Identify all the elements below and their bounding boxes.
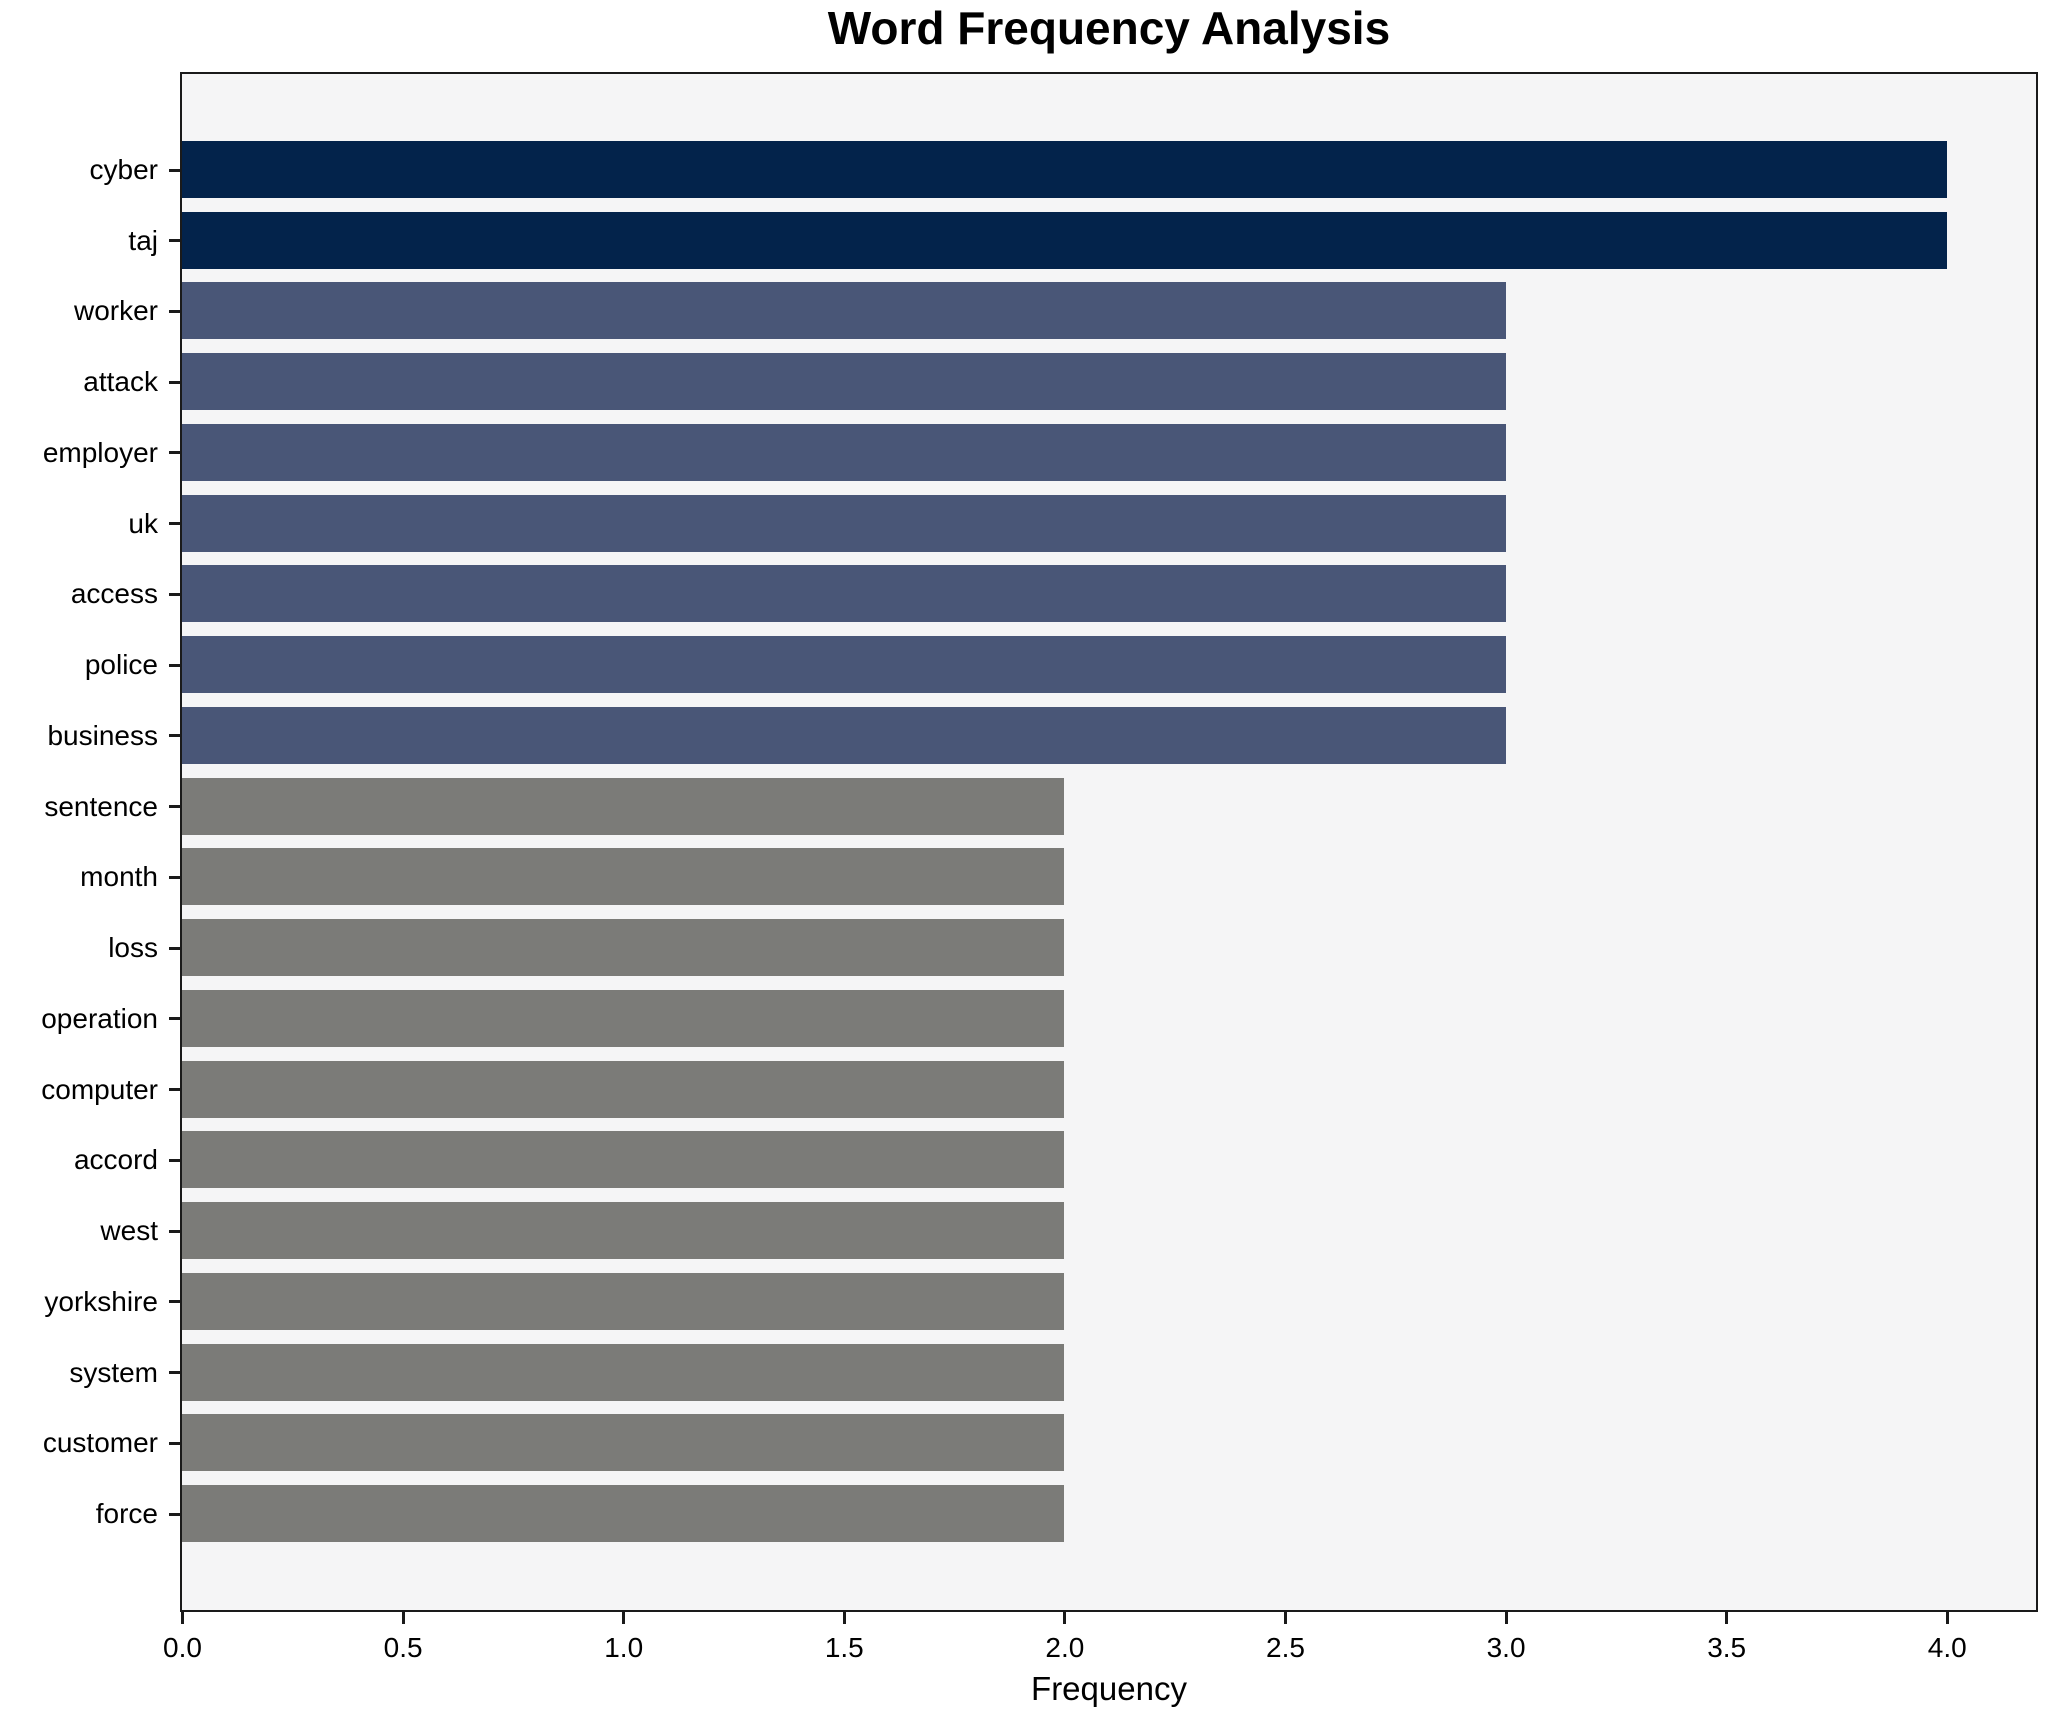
y-tick-cyber	[169, 168, 180, 172]
y-label-loss: loss	[108, 932, 158, 964]
x-axis-title: Frequency	[1031, 1670, 1187, 1707]
y-label-cyber: cyber	[89, 154, 158, 185]
y-tick-employer	[169, 451, 180, 455]
y-tick-computer	[169, 1088, 180, 1092]
y-label-west: west	[100, 1215, 158, 1247]
bar-access	[182, 565, 1506, 623]
x-tick-label-0.0: 0.0	[163, 1632, 202, 1663]
bar-yorkshire	[182, 1272, 1065, 1330]
y-label-yorkshire: yorkshire	[44, 1285, 158, 1317]
x-tick-2.0	[1063, 1612, 1067, 1624]
x-tick-3.5	[1725, 1612, 1729, 1624]
y-label-taj: taj	[128, 224, 158, 256]
y-tick-sentence	[169, 805, 180, 809]
bar-uk	[182, 494, 1506, 552]
chart-title: Word Frequency Analysis	[827, 2, 1391, 54]
bar-month	[182, 848, 1065, 906]
x-tick-label-2.5: 2.5	[1266, 1632, 1305, 1663]
y-tick-system	[169, 1371, 180, 1375]
bar-loss	[182, 919, 1065, 977]
y-label-system: system	[69, 1356, 158, 1388]
bar-system	[182, 1343, 1065, 1401]
bar-accord	[182, 1131, 1065, 1189]
plot-area	[180, 72, 2038, 1612]
x-tick-label-1.0: 1.0	[604, 1632, 644, 1663]
bar-worker	[182, 282, 1506, 340]
y-label-uk: uk	[128, 507, 158, 539]
bar-force	[182, 1485, 1065, 1542]
bar-west	[182, 1202, 1065, 1260]
y-label-operation: operation	[41, 1002, 158, 1034]
x-tick-1.5	[842, 1612, 846, 1624]
bar-cyber	[182, 141, 1947, 198]
bar-business	[182, 706, 1506, 764]
bar-attack	[182, 353, 1506, 411]
x-tick-0.5	[401, 1612, 405, 1624]
y-label-month: month	[80, 861, 158, 893]
y-label-police: police	[84, 649, 158, 681]
y-tick-operation	[169, 1017, 180, 1021]
y-label-accord: accord	[73, 1144, 158, 1176]
x-tick-label-0.5: 0.5	[383, 1632, 423, 1663]
bar-police	[182, 636, 1506, 694]
y-tick-customer	[169, 1441, 180, 1445]
y-tick-force	[169, 1512, 180, 1516]
y-tick-worker	[169, 309, 180, 313]
bar-operation	[182, 989, 1065, 1047]
x-tick-label-3.0: 3.0	[1486, 1632, 1526, 1663]
y-tick-taj	[169, 239, 180, 243]
x-tick-2.5	[1283, 1612, 1287, 1624]
x-tick-3.0	[1504, 1612, 1508, 1624]
y-tick-business	[169, 734, 180, 738]
y-label-customer: customer	[42, 1427, 158, 1459]
y-label-employer: employer	[42, 436, 158, 468]
x-tick-label-2.0: 2.0	[1045, 1632, 1085, 1663]
y-label-business: business	[47, 719, 158, 751]
y-label-sentence: sentence	[44, 790, 158, 822]
bar-computer	[182, 1060, 1065, 1118]
y-tick-west	[169, 1229, 180, 1233]
x-tick-label-1.5: 1.5	[824, 1632, 864, 1663]
x-tick-0.0	[181, 1612, 184, 1624]
y-label-force: force	[95, 1498, 158, 1529]
y-label-computer: computer	[41, 1073, 158, 1105]
y-tick-loss	[169, 946, 180, 950]
y-label-attack: attack	[83, 366, 158, 398]
y-tick-attack	[169, 380, 180, 384]
x-tick-4.0	[1945, 1612, 1949, 1624]
x-tick-label-4.0: 4.0	[1927, 1632, 1967, 1663]
bar-customer	[182, 1414, 1065, 1472]
y-tick-police	[169, 663, 180, 667]
y-tick-access	[169, 592, 180, 596]
bar-employer	[182, 423, 1506, 481]
x-tick-1.0	[622, 1612, 626, 1624]
y-tick-accord	[169, 1158, 180, 1162]
y-label-access: access	[70, 578, 158, 610]
x-tick-label-3.5: 3.5	[1707, 1632, 1747, 1663]
y-tick-yorkshire	[169, 1300, 180, 1304]
bar-taj	[182, 211, 1947, 269]
y-label-worker: worker	[73, 295, 158, 327]
y-tick-uk	[169, 522, 180, 526]
bar-sentence	[182, 777, 1065, 835]
y-tick-month	[169, 875, 180, 879]
